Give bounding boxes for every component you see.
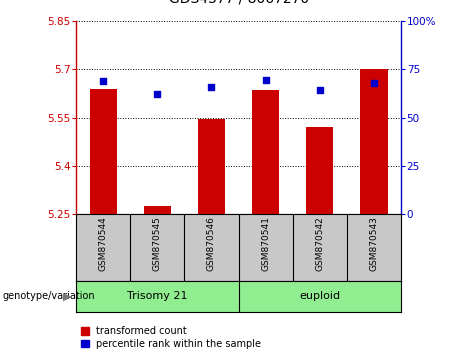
Bar — [361, 69, 388, 214]
Bar — [89, 89, 117, 214]
Text: GSM870544: GSM870544 — [99, 216, 108, 271]
Text: ▶: ▶ — [63, 291, 71, 302]
Text: genotype/variation: genotype/variation — [2, 291, 95, 302]
Text: euploid: euploid — [299, 291, 340, 302]
Bar — [144, 206, 171, 214]
Text: GSM870541: GSM870541 — [261, 216, 270, 271]
Point — [316, 87, 324, 93]
Text: GSM870545: GSM870545 — [153, 216, 162, 271]
Point — [262, 77, 269, 82]
Point — [370, 80, 378, 86]
Legend: transformed count, percentile rank within the sample: transformed count, percentile rank withi… — [81, 326, 261, 349]
Text: GSM870543: GSM870543 — [369, 216, 378, 271]
Point — [100, 78, 107, 84]
Bar — [198, 119, 225, 214]
Bar — [252, 90, 279, 214]
Text: Trisomy 21: Trisomy 21 — [127, 291, 188, 302]
Bar — [306, 127, 333, 214]
Point — [154, 91, 161, 96]
Text: GSM870542: GSM870542 — [315, 216, 325, 271]
Text: GDS4377 / 8067270: GDS4377 / 8067270 — [169, 0, 308, 5]
Text: GSM870546: GSM870546 — [207, 216, 216, 271]
Point — [208, 84, 215, 90]
